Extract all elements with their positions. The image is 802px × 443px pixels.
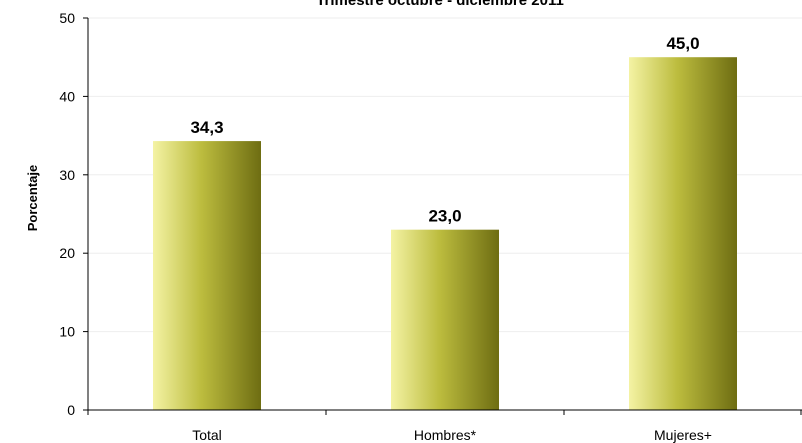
y-tick-label: 20: [59, 245, 75, 261]
y-tick-label: 10: [59, 324, 75, 340]
x-tick-label: Mujeres+: [654, 427, 712, 443]
chart-title: Trimestre octubre - diciembre 2011: [316, 0, 564, 9]
y-axis-label: Porcentaje: [25, 165, 40, 231]
data-label: 34,3: [190, 118, 223, 137]
y-tick-label: 0: [67, 402, 75, 418]
y-tick-label: 30: [59, 167, 75, 183]
y-tick-label: 40: [59, 88, 75, 104]
x-tick-label: Hombres*: [414, 427, 477, 443]
data-labels: 34,3 23,0 45,0: [190, 34, 699, 225]
x-tick-label: Total: [192, 427, 222, 443]
bars: [153, 57, 737, 410]
y-tick-label: 50: [59, 10, 75, 26]
bar-total: [153, 141, 261, 410]
x-tick-labels: Total Hombres* Mujeres+: [192, 427, 712, 443]
axes: [83, 17, 802, 415]
y-tick-labels: 0 10 20 30 40 50: [59, 10, 75, 418]
data-label: 45,0: [666, 34, 699, 53]
data-label: 23,0: [428, 207, 461, 226]
bar-mujeres: [629, 57, 737, 410]
bar-hombres: [391, 229, 499, 410]
